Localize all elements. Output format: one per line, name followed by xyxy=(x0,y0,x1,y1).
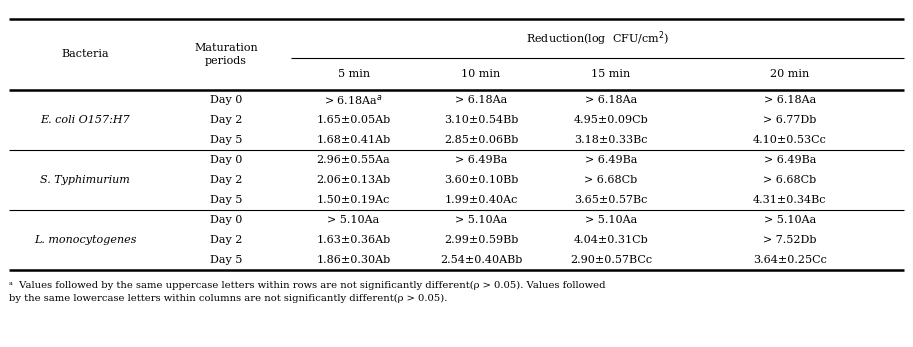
Text: 2.90±0.57BCc: 2.90±0.57BCc xyxy=(570,255,652,265)
Text: 4.10±0.53Cc: 4.10±0.53Cc xyxy=(753,135,827,145)
Text: ᵃ  Values followed by the same uppercase letters within rows are not significant: ᵃ Values followed by the same uppercase … xyxy=(9,281,605,290)
Text: > 7.52Db: > 7.52Db xyxy=(763,235,816,245)
Text: Reduction(log  CFU/cm$^2$): Reduction(log CFU/cm$^2$) xyxy=(526,29,669,48)
Text: 15 min: 15 min xyxy=(592,69,631,79)
Text: > 6.68Cb: > 6.68Cb xyxy=(584,175,637,185)
Text: 2.06±0.13Ab: 2.06±0.13Ab xyxy=(317,175,391,185)
Text: 4.95±0.09Cb: 4.95±0.09Cb xyxy=(573,115,648,125)
Text: > 5.10Aa: > 5.10Aa xyxy=(328,215,380,225)
Text: 2.96±0.55Aa: 2.96±0.55Aa xyxy=(317,155,391,165)
Text: > 6.77Db: > 6.77Db xyxy=(763,115,816,125)
Text: Day 0: Day 0 xyxy=(210,155,242,165)
Text: > 5.10Aa: > 5.10Aa xyxy=(584,215,637,225)
Text: > 6.18Aa: > 6.18Aa xyxy=(584,95,637,105)
Text: Day 5: Day 5 xyxy=(210,135,242,145)
Text: 1.68±0.41Ab: 1.68±0.41Ab xyxy=(317,135,391,145)
Text: 4.31±0.34Bc: 4.31±0.34Bc xyxy=(753,195,826,205)
Text: > 6.49Ba: > 6.49Ba xyxy=(763,155,816,165)
Text: > 5.10Aa: > 5.10Aa xyxy=(763,215,816,225)
Text: 1.86±0.30Ab: 1.86±0.30Ab xyxy=(317,255,391,265)
Text: by the same lowercase letters within columns are not significantly different(ρ >: by the same lowercase letters within col… xyxy=(9,294,447,303)
Text: 2.99±0.59Bb: 2.99±0.59Bb xyxy=(444,235,519,245)
Text: Bacteria: Bacteria xyxy=(61,50,109,59)
Text: 1.63±0.36Ab: 1.63±0.36Ab xyxy=(317,235,391,245)
Text: > 6.49Ba: > 6.49Ba xyxy=(584,155,637,165)
Text: Day 2: Day 2 xyxy=(210,235,242,245)
Text: 4.04±0.31Cb: 4.04±0.31Cb xyxy=(573,235,648,245)
Text: > 5.10Aa: > 5.10Aa xyxy=(455,215,508,225)
Text: 3.65±0.57Bc: 3.65±0.57Bc xyxy=(574,195,647,205)
Text: Day 0: Day 0 xyxy=(210,95,242,105)
Text: 3.60±0.10Bb: 3.60±0.10Bb xyxy=(444,175,519,185)
Text: Maturation
periods: Maturation periods xyxy=(194,43,258,66)
Text: Day 5: Day 5 xyxy=(210,255,242,265)
Text: Day 5: Day 5 xyxy=(210,195,242,205)
Text: S. Typhimurium: S. Typhimurium xyxy=(40,175,130,185)
Text: 1.99±0.40Ac: 1.99±0.40Ac xyxy=(445,195,518,205)
Text: > 6.18Aa$^{a}$: > 6.18Aa$^{a}$ xyxy=(324,93,383,107)
Text: 2.85±0.06Bb: 2.85±0.06Bb xyxy=(444,135,519,145)
Text: 20 min: 20 min xyxy=(771,69,810,79)
Text: 2.54±0.40ABb: 2.54±0.40ABb xyxy=(440,255,522,265)
Text: 1.50±0.19Ac: 1.50±0.19Ac xyxy=(317,195,390,205)
Text: > 6.49Ba: > 6.49Ba xyxy=(455,155,508,165)
Text: 10 min: 10 min xyxy=(461,69,500,79)
Text: 3.18±0.33Bc: 3.18±0.33Bc xyxy=(574,135,647,145)
Text: 3.10±0.54Bb: 3.10±0.54Bb xyxy=(444,115,519,125)
Text: > 6.68Cb: > 6.68Cb xyxy=(763,175,816,185)
Text: > 6.18Aa: > 6.18Aa xyxy=(763,95,816,105)
Text: > 6.18Aa: > 6.18Aa xyxy=(455,95,508,105)
Text: Day 0: Day 0 xyxy=(210,215,242,225)
Text: L. monocytogenes: L. monocytogenes xyxy=(34,235,136,245)
Text: Day 2: Day 2 xyxy=(210,115,242,125)
Text: 1.65±0.05Ab: 1.65±0.05Ab xyxy=(317,115,391,125)
Text: Day 2: Day 2 xyxy=(210,175,242,185)
Text: E. coli O157:H7: E. coli O157:H7 xyxy=(40,115,130,125)
Text: 3.64±0.25Cc: 3.64±0.25Cc xyxy=(753,255,827,265)
Text: 5 min: 5 min xyxy=(338,69,370,79)
